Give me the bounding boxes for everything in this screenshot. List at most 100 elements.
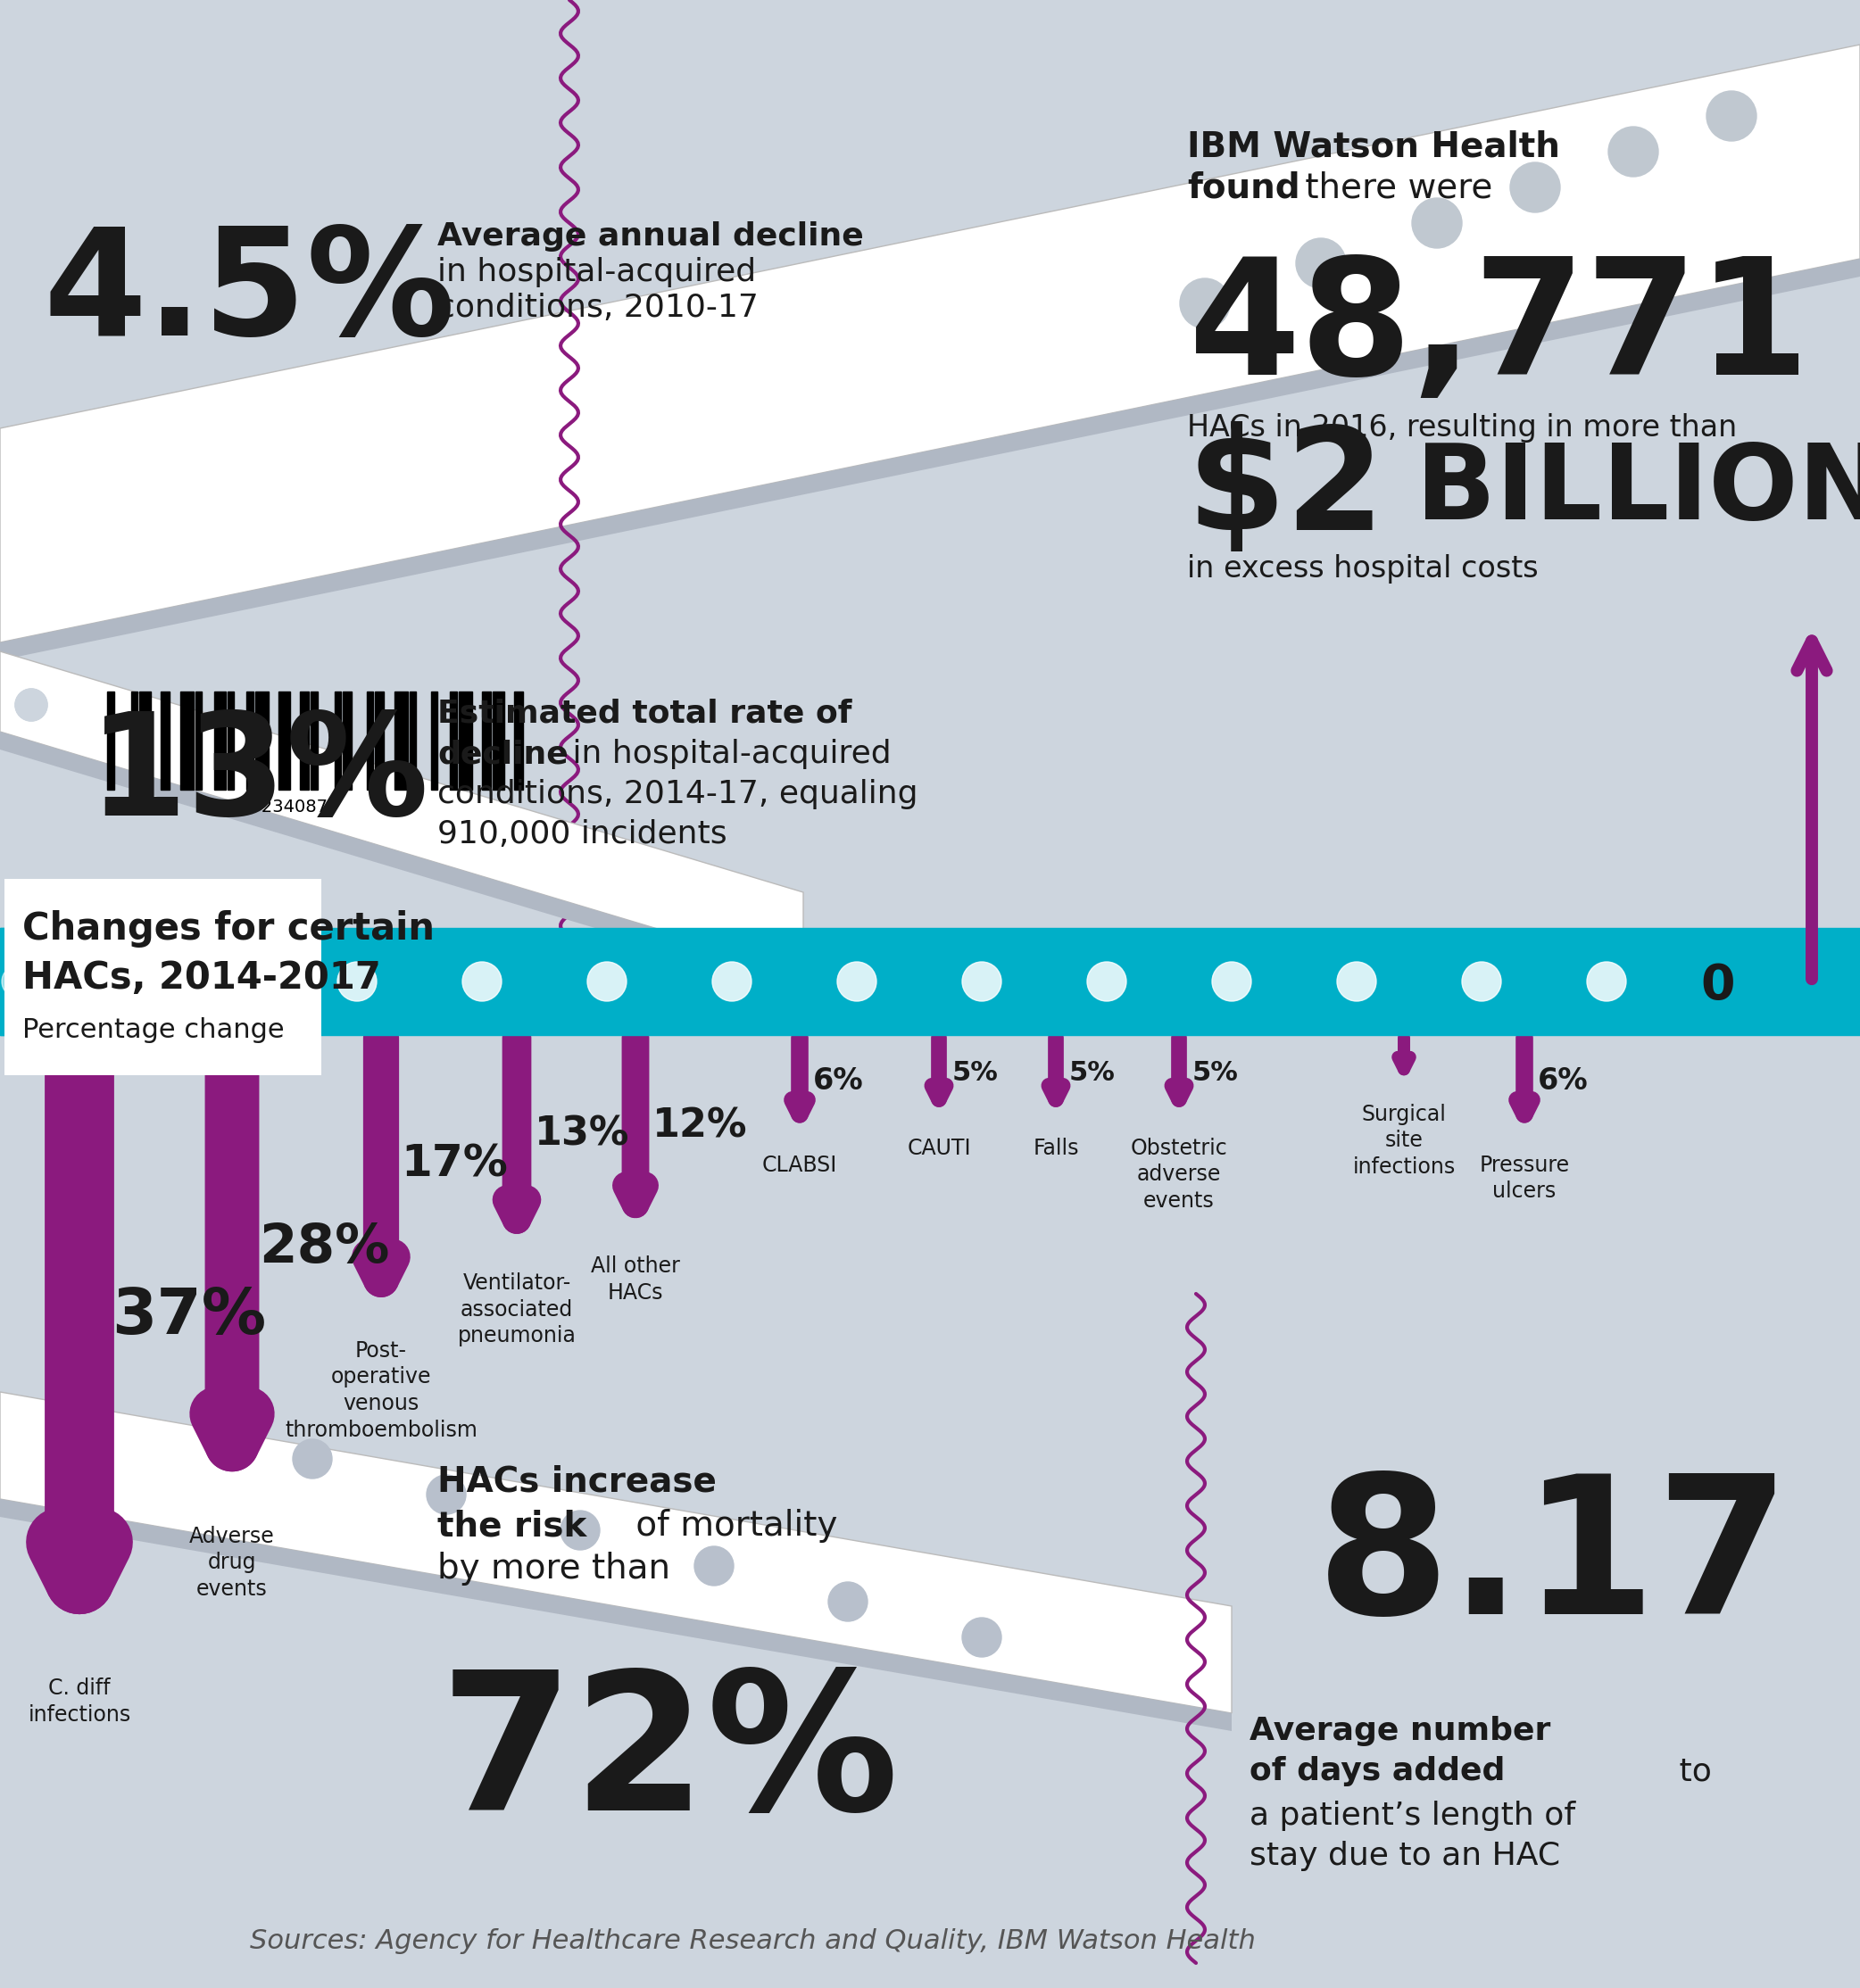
Text: in hospital-acquired: in hospital-acquired: [562, 740, 891, 769]
Text: conditions, 2010-17: conditions, 2010-17: [437, 292, 759, 322]
Bar: [255, 692, 268, 789]
Text: 72%: 72%: [439, 1664, 898, 1851]
Circle shape: [588, 962, 627, 1002]
Text: IBM Watson Health: IBM Watson Health: [1187, 131, 1561, 165]
Text: HACs increase: HACs increase: [437, 1465, 716, 1499]
Bar: [246, 692, 253, 789]
Polygon shape: [0, 732, 804, 990]
Circle shape: [560, 1511, 599, 1551]
Text: Falls: Falls: [1032, 1137, 1079, 1159]
Circle shape: [712, 962, 751, 1002]
Text: of mortality: of mortality: [625, 1509, 837, 1543]
Circle shape: [962, 1618, 1001, 1656]
Text: 910,000 incidents: 910,000 incidents: [437, 819, 727, 849]
Bar: [432, 692, 437, 789]
Text: CAUTI: CAUTI: [908, 1137, 971, 1159]
Bar: [227, 692, 234, 789]
Circle shape: [0, 946, 54, 1018]
Circle shape: [1213, 962, 1252, 1002]
Circle shape: [962, 962, 1001, 1002]
Bar: [140, 692, 151, 789]
Text: HACs, 2014-2017: HACs, 2014-2017: [22, 958, 381, 996]
Text: 4.5%: 4.5%: [45, 223, 456, 368]
Text: of days added: of days added: [1250, 1755, 1505, 1787]
Circle shape: [1587, 962, 1626, 1002]
Text: 5%: 5%: [1192, 1060, 1239, 1085]
Bar: [409, 692, 417, 789]
Bar: [180, 692, 193, 789]
Text: Obstetric
adverse
events: Obstetric adverse events: [1131, 1137, 1228, 1213]
Text: C. diff
infections: C. diff infections: [28, 1678, 130, 1726]
Text: 6%: 6%: [813, 1066, 863, 1095]
Text: Changes for certain: Changes for certain: [22, 911, 435, 948]
Text: 13%: 13%: [87, 708, 430, 845]
Text: 5%: 5%: [1070, 1060, 1114, 1085]
Text: 6%: 6%: [1538, 1066, 1588, 1095]
Bar: [458, 692, 472, 789]
Bar: [366, 692, 374, 789]
Text: All other
HACs: All other HACs: [591, 1256, 681, 1304]
Text: a patient’s length of: a patient’s length of: [1250, 1801, 1575, 1831]
Bar: [394, 692, 407, 789]
Text: in excess hospital costs: in excess hospital costs: [1187, 555, 1538, 584]
Bar: [0, 928, 1860, 1036]
Text: Percentage change: Percentage change: [22, 1018, 285, 1044]
Bar: [482, 692, 491, 789]
Circle shape: [337, 962, 376, 1002]
Circle shape: [694, 1547, 733, 1586]
Bar: [311, 692, 318, 789]
Text: Surgical
site
infections: Surgical site infections: [1352, 1103, 1455, 1179]
Text: Average annual decline: Average annual decline: [437, 221, 863, 252]
Bar: [299, 692, 309, 789]
Circle shape: [1510, 163, 1561, 213]
Text: to: to: [1668, 1755, 1711, 1787]
Polygon shape: [0, 44, 1860, 642]
Text: 37%: 37%: [112, 1286, 266, 1348]
Text: conditions, 2014-17, equaling: conditions, 2014-17, equaling: [437, 779, 919, 809]
Text: BILLION: BILLION: [1378, 439, 1860, 543]
Text: CLABSI: CLABSI: [763, 1155, 837, 1175]
Text: there were: there were: [1295, 171, 1492, 205]
FancyBboxPatch shape: [4, 879, 322, 1076]
Polygon shape: [0, 258, 1860, 660]
Bar: [513, 692, 523, 789]
Text: 13%: 13%: [534, 1115, 629, 1153]
Text: by more than: by more than: [437, 1553, 670, 1586]
Bar: [195, 692, 201, 789]
Text: $2: $2: [1187, 421, 1386, 561]
Circle shape: [1296, 239, 1347, 288]
Text: Average number: Average number: [1250, 1716, 1551, 1745]
Text: Ventilator-
associated
pneumonia: Ventilator- associated pneumonia: [458, 1272, 577, 1346]
Text: 48,771: 48,771: [1189, 252, 1810, 410]
Bar: [376, 692, 383, 789]
Bar: [130, 692, 138, 789]
Bar: [160, 692, 169, 789]
Text: 12%: 12%: [653, 1107, 748, 1145]
Polygon shape: [0, 652, 804, 972]
Text: the risk: the risk: [437, 1509, 586, 1543]
Bar: [108, 692, 113, 789]
Text: 17%: 17%: [402, 1143, 508, 1185]
Polygon shape: [0, 1499, 1231, 1732]
Bar: [342, 692, 352, 789]
Circle shape: [426, 1475, 465, 1515]
Text: stay due to an HAC: stay due to an HAC: [1250, 1841, 1561, 1871]
Text: HACs in 2016, resulting in more than: HACs in 2016, resulting in more than: [1187, 414, 1737, 443]
Bar: [279, 692, 290, 789]
Circle shape: [1086, 962, 1127, 1002]
Text: 0: 0: [1700, 962, 1735, 1010]
Circle shape: [1412, 199, 1462, 248]
Polygon shape: [0, 1392, 1231, 1714]
Text: 5%: 5%: [952, 1060, 999, 1085]
Circle shape: [463, 962, 502, 1002]
Text: decline: decline: [437, 740, 569, 769]
Circle shape: [15, 688, 47, 722]
Bar: [493, 692, 504, 789]
Circle shape: [1179, 278, 1229, 328]
Circle shape: [837, 962, 876, 1002]
Bar: [0, 928, 19, 1036]
Text: 28%: 28%: [259, 1221, 389, 1274]
Text: Pressure
ulcers: Pressure ulcers: [1479, 1155, 1570, 1203]
Text: Estimated total rate of: Estimated total rate of: [437, 698, 852, 730]
Text: in hospital-acquired: in hospital-acquired: [437, 256, 755, 288]
